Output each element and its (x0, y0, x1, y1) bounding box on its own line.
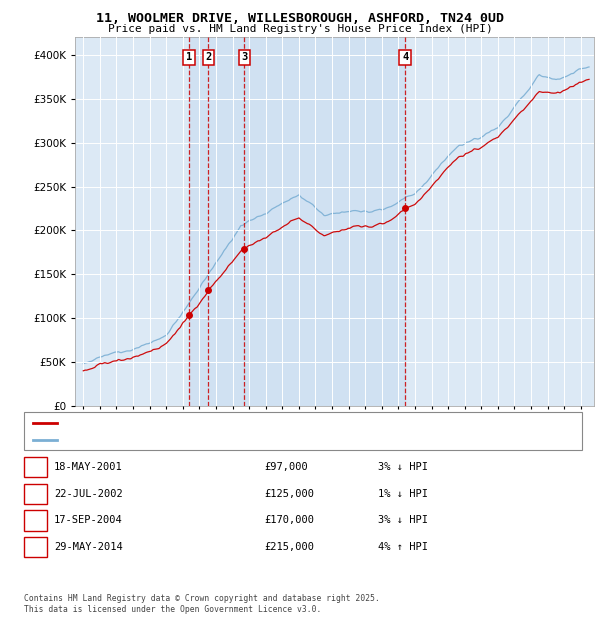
Text: 3: 3 (241, 53, 247, 63)
Bar (189, 37, 244, 406)
Text: Contains HM Land Registry data © Crown copyright and database right 2025.
This d: Contains HM Land Registry data © Crown c… (24, 595, 380, 614)
Text: 11, WOOLMER DRIVE, WILLESBOROUGH, ASHFORD, TN24 0UD (semi-detached house): 11, WOOLMER DRIVE, WILLESBOROUGH, ASHFOR… (61, 418, 445, 427)
Text: 3% ↓ HPI: 3% ↓ HPI (378, 515, 428, 526)
Text: 1: 1 (186, 53, 192, 63)
Text: 2: 2 (205, 53, 212, 63)
Text: 1% ↓ HPI: 1% ↓ HPI (378, 489, 428, 499)
Text: 4: 4 (32, 542, 39, 552)
Text: 29-MAY-2014: 29-MAY-2014 (54, 542, 123, 552)
Text: 1: 1 (32, 462, 39, 472)
Text: £170,000: £170,000 (264, 515, 314, 526)
Text: £97,000: £97,000 (264, 462, 308, 472)
Text: 3% ↓ HPI: 3% ↓ HPI (378, 462, 428, 472)
Text: 4: 4 (402, 53, 408, 63)
Text: 18-MAY-2001: 18-MAY-2001 (54, 462, 123, 472)
Text: £125,000: £125,000 (264, 489, 314, 499)
Text: 3: 3 (32, 515, 39, 526)
Text: 11, WOOLMER DRIVE, WILLESBOROUGH, ASHFORD, TN24 0UD: 11, WOOLMER DRIVE, WILLESBOROUGH, ASHFOR… (96, 12, 504, 25)
Text: 2: 2 (32, 489, 39, 499)
Text: 4% ↑ HPI: 4% ↑ HPI (378, 542, 428, 552)
Text: 22-JUL-2002: 22-JUL-2002 (54, 489, 123, 499)
Text: HPI: Average price, semi-detached house, Ashford: HPI: Average price, semi-detached house,… (61, 436, 313, 445)
Text: Price paid vs. HM Land Registry's House Price Index (HPI): Price paid vs. HM Land Registry's House … (107, 24, 493, 33)
Bar (244, 37, 405, 406)
Text: £215,000: £215,000 (264, 542, 314, 552)
Text: 17-SEP-2004: 17-SEP-2004 (54, 515, 123, 526)
